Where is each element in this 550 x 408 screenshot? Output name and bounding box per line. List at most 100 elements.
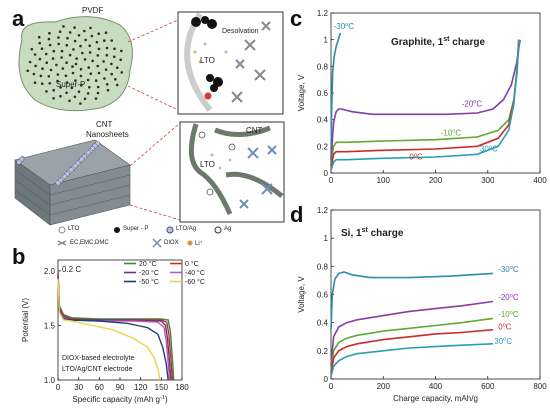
cnt-right-label: CNT <box>246 126 263 135</box>
y-axis-label: Voltage, V <box>297 276 306 313</box>
x-tick-label: 300 <box>481 176 495 185</box>
series-line <box>57 278 161 381</box>
chart-title: Si, 1st charge <box>341 227 404 239</box>
ag-legend-icon <box>214 226 222 234</box>
superp-label: Super-P <box>56 80 86 89</box>
panel-a-letter: a <box>12 6 25 31</box>
series-line <box>57 273 174 381</box>
y-tick-label: 0.2 <box>317 142 329 151</box>
series-line <box>330 317 494 373</box>
y-tick-label: 0.2 <box>317 347 329 356</box>
y-axis-label: Potential (V) <box>21 298 30 342</box>
series-annotation: -10oC <box>498 310 519 319</box>
series-annotation: 30oC <box>494 337 512 346</box>
legend-icons <box>57 226 222 248</box>
x-tick-label: 180 <box>175 383 189 392</box>
panel-d-letter: d <box>290 202 304 227</box>
series-line <box>330 343 494 377</box>
series-line <box>57 274 172 381</box>
chart-d: 0 200 400 600 800 0 0.2 0.4 0.6 0.8 1 1.2 Voltage, V… <box>297 206 547 403</box>
pvdf-label: PVDF <box>82 6 104 15</box>
series-annotation: -20oC <box>498 293 519 302</box>
rate-label: 0.2 C <box>62 265 81 274</box>
x-axis-label: Specific capacity (mAh g-1) <box>72 395 168 404</box>
legend-label: -50 °C <box>139 278 159 286</box>
series-line <box>330 300 494 365</box>
y-axis-label: Voltage, V <box>297 74 306 111</box>
legend-label: -40 °C <box>185 269 205 277</box>
series-annotation: -30oC <box>334 22 355 31</box>
series-annotation: 0oC <box>498 323 512 332</box>
y-tick-label: 1.0 <box>44 376 56 385</box>
legend-label: 0 °C <box>185 260 199 268</box>
series-annotation: -30oC <box>498 265 519 274</box>
legend-ec: EC,EMC,DMC <box>70 240 109 246</box>
y-tick-label: 0.8 <box>317 262 329 271</box>
legend-lto: LTO <box>68 226 80 232</box>
series-annotation: 0oC <box>409 152 423 161</box>
lto-legend-icon <box>58 226 66 234</box>
bottom-zoom-box <box>179 121 285 223</box>
note-electrode: LTO/Ag/CNT electrode <box>62 366 133 373</box>
desolvation-label: Desolvation <box>222 28 259 35</box>
ec-legend-icon <box>57 240 67 246</box>
panel-c-letter: c <box>290 6 303 31</box>
lto-bottom-label: LTO <box>200 160 215 169</box>
y-tick-label: 1 <box>324 36 329 45</box>
x-tick-label: 400 <box>429 382 443 391</box>
lto-top-label: LTO <box>200 56 215 65</box>
y-tick-label: 2.0 <box>44 267 56 276</box>
y-tick-label: 0.4 <box>317 319 329 328</box>
x-tick-label: 90 <box>116 383 125 392</box>
y-tick-label: 0.6 <box>317 89 329 98</box>
legend-label: 20 °C <box>139 260 157 268</box>
x-tick-label: 200 <box>377 382 391 391</box>
x-tick-label: 100 <box>377 176 391 185</box>
series-line <box>330 271 494 330</box>
lto-ag-legend-icon <box>166 226 174 234</box>
series-line <box>330 328 494 375</box>
legend-lto-ag: LTO/Ag <box>176 226 197 232</box>
series-annotation: 30oC <box>480 144 498 153</box>
pvdf-particle-cluster <box>18 16 133 112</box>
x-tick-label: 30 <box>74 383 83 392</box>
y-tick-label: 0 <box>324 169 329 178</box>
legend-li: Li⁺ <box>195 241 203 247</box>
x-tick-label: 0 <box>329 382 334 391</box>
li-legend-icon <box>187 240 193 246</box>
legend-label: -20 °C <box>139 269 159 277</box>
panel-a-illustration <box>14 11 285 248</box>
x-tick-label: 60 <box>95 383 104 392</box>
top-zoom-box <box>177 11 284 115</box>
legend-label: -60 °C <box>185 278 205 286</box>
cnt-left-label: CNT <box>96 120 113 129</box>
x-tick-label: 800 <box>533 382 547 391</box>
diox-legend-icon <box>152 238 162 248</box>
y-tick-label: 0 <box>324 375 329 384</box>
y-tick-label: 1 <box>324 234 329 243</box>
zoom-line <box>127 85 179 111</box>
chart-c: 0 100 200 300 400 0 0.2 0.4 0.6 0.8 1 1.2 Voltage, V… <box>297 9 547 185</box>
series-annotation: -10oC <box>441 128 462 137</box>
panel-b-letter: b <box>12 244 26 269</box>
x-axis-label: Charge capacity, mAh/g <box>393 394 478 403</box>
legend-superp: Super - P <box>123 226 149 232</box>
series-line <box>57 276 169 381</box>
series-line <box>330 32 342 167</box>
x-tick-label: 0 <box>329 176 334 185</box>
chart-b: 0 30 60 90 120 150 180 1.0 1.5 2.0 Potential (V) Sp… <box>21 259 205 404</box>
y-tick-label: 0.6 <box>317 291 329 300</box>
series-line <box>330 39 521 160</box>
zoom-line <box>129 204 181 221</box>
chart-title: Graphite, 1st charge <box>391 36 485 48</box>
nanosheets-label: Nanosheets <box>86 130 129 139</box>
note-electrolyte: DIOX-based electrolyte <box>62 355 134 362</box>
cnt-nanosheet-stack <box>14 139 131 226</box>
x-tick-label: 120 <box>134 383 148 392</box>
x-tick-label: 200 <box>429 176 443 185</box>
x-tick-label: 0 <box>56 383 61 392</box>
legend-ag: Ag <box>224 226 232 232</box>
y-tick-label: 0.4 <box>317 116 329 125</box>
y-tick-label: 1.5 <box>44 321 56 330</box>
